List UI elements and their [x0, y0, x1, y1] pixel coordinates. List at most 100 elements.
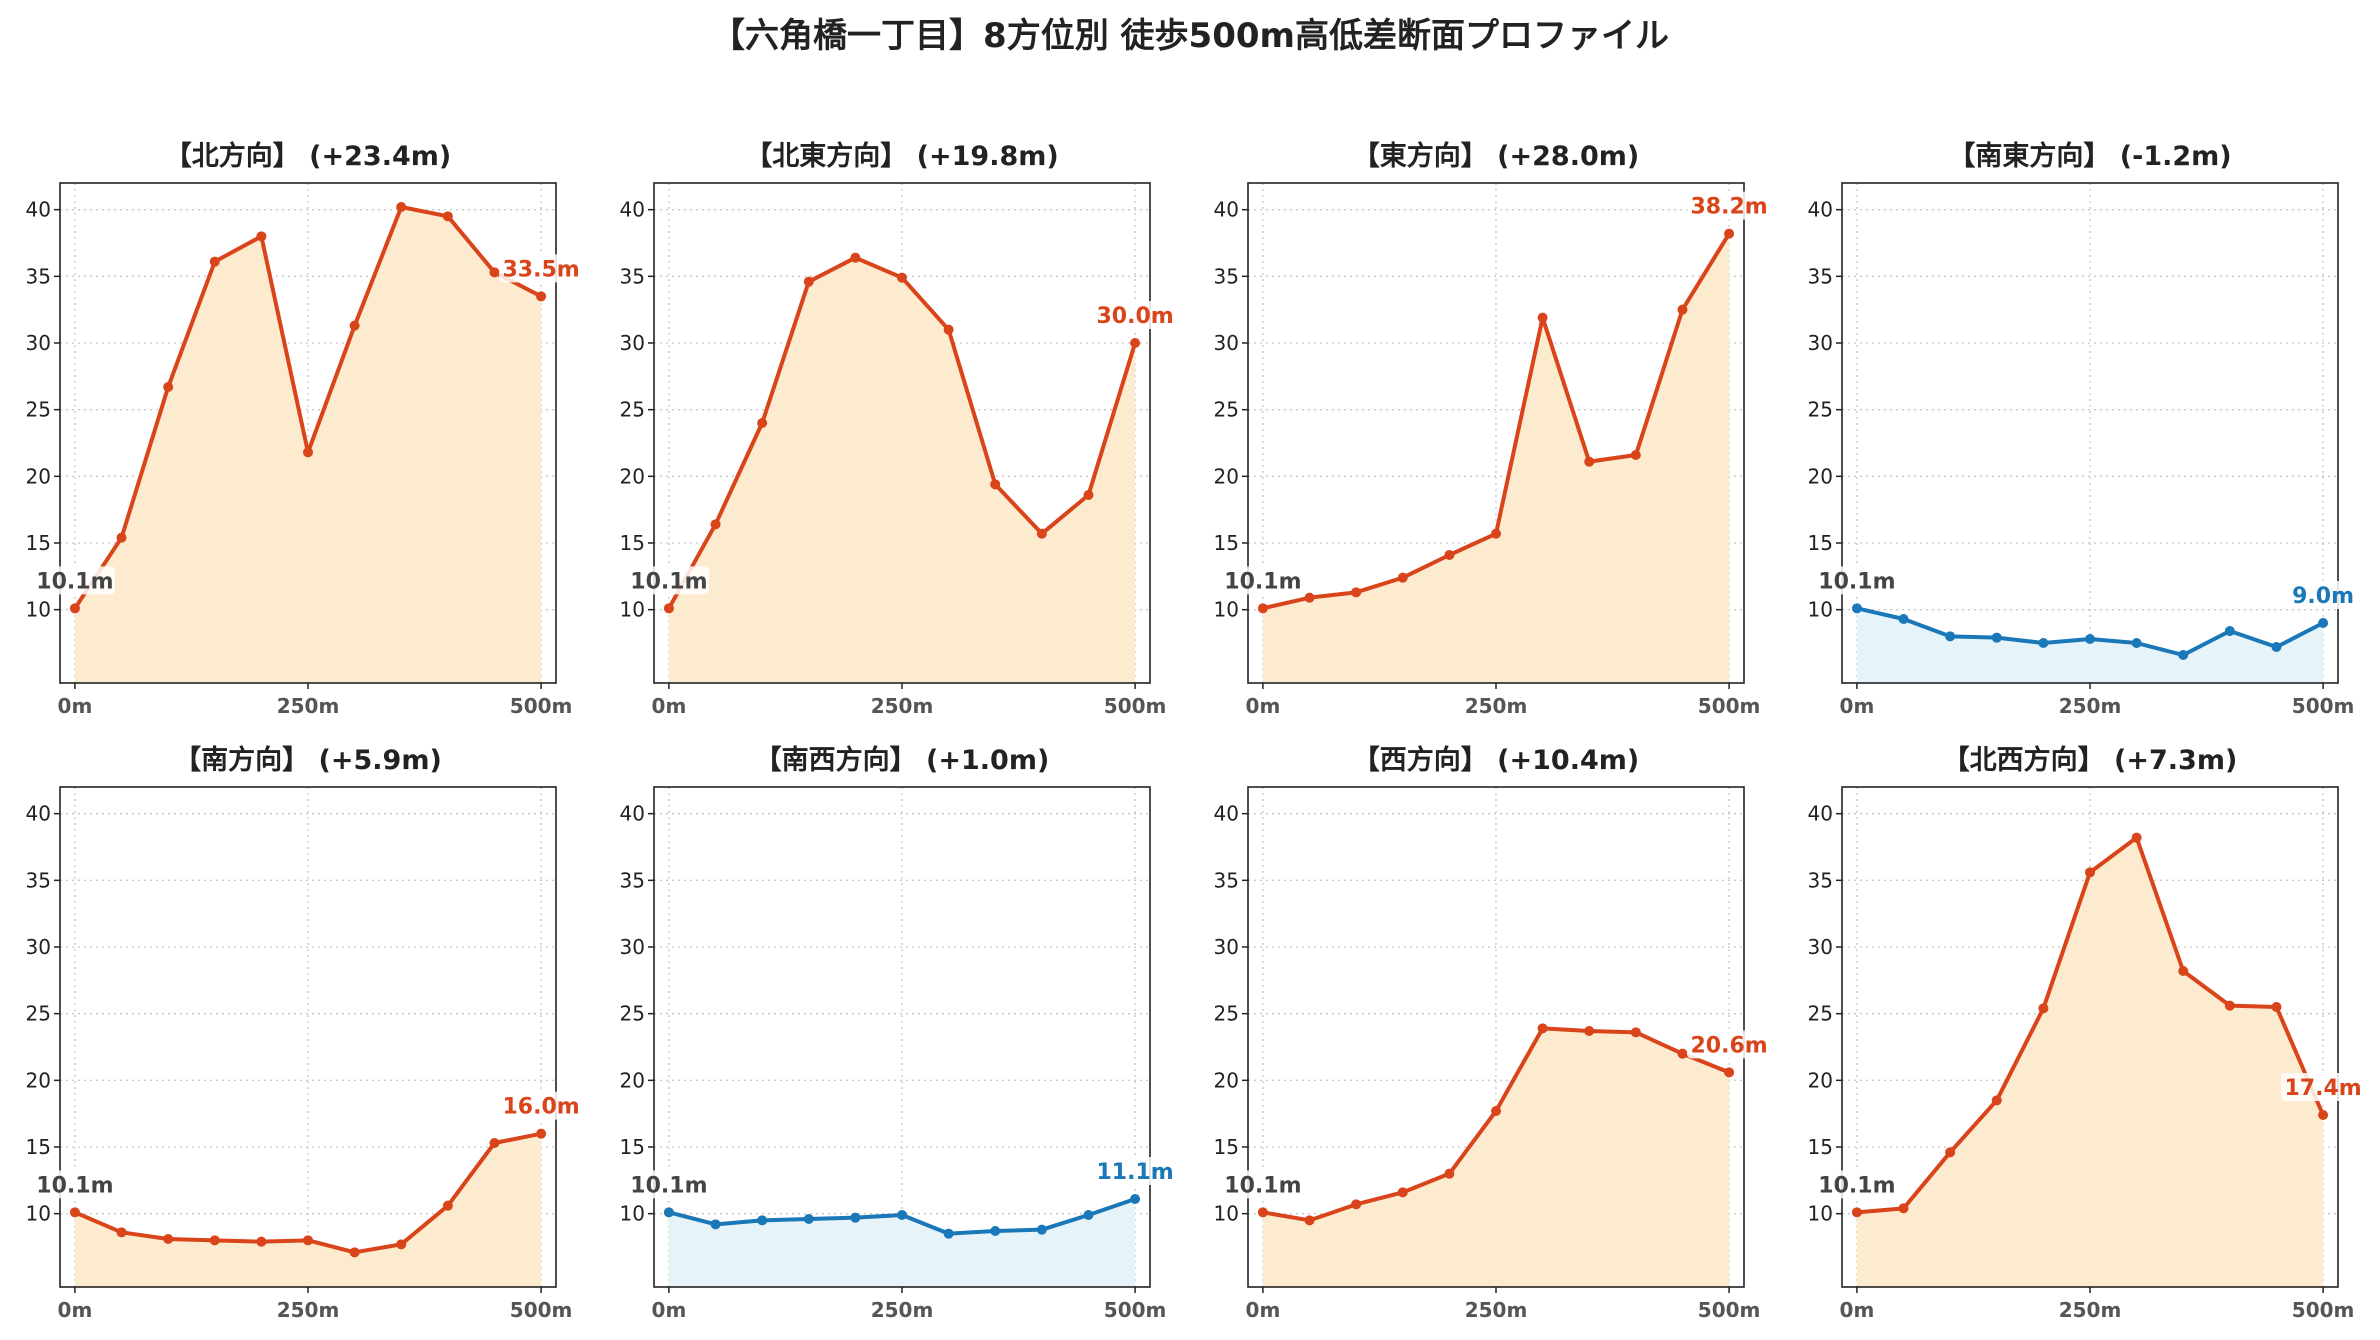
- data-point: [2271, 1002, 2282, 1012]
- data-point: [2178, 650, 2189, 660]
- data-point: [897, 1210, 907, 1220]
- x-tick-label: 0m: [58, 1298, 93, 1322]
- start-label-bg: [34, 566, 115, 595]
- data-point: [663, 1207, 674, 1218]
- data-point: [256, 231, 267, 242]
- x-tick-label: 250m: [277, 1298, 340, 1322]
- data-point: [1130, 1194, 1141, 1204]
- data-point: [990, 1226, 1001, 1236]
- data-point: [163, 1234, 174, 1244]
- panel-title: 【北方向】 (+23.4m): [165, 140, 451, 172]
- x-tick-label: 0m: [652, 1298, 687, 1322]
- y-tick-label: 25: [620, 398, 645, 422]
- end-label-bg: [2281, 1073, 2366, 1101]
- data-point: [349, 320, 360, 331]
- y-tick-label: 10: [1808, 598, 1833, 622]
- data-point: [303, 1235, 313, 1246]
- data-point: [2318, 618, 2329, 628]
- y-tick-label: 20: [620, 1068, 645, 1092]
- y-tick-label: 25: [620, 1002, 645, 1026]
- start-label: 10.1m: [630, 569, 707, 594]
- elevation-area: [1262, 233, 1730, 683]
- elevation-area: [1856, 837, 2324, 1287]
- data-point: [442, 1200, 453, 1211]
- y-tick-label: 30: [1214, 935, 1239, 959]
- x-tick-label: 250m: [871, 694, 934, 718]
- data-point: [116, 1227, 127, 1238]
- data-point: [1898, 614, 1909, 624]
- y-tick-label: 10: [1214, 598, 1239, 622]
- data-point: [897, 272, 907, 283]
- data-point: [442, 211, 453, 222]
- x-tick-label: 500m: [1698, 694, 1761, 718]
- data-point: [2085, 867, 2095, 878]
- x-tick-label: 500m: [510, 1298, 573, 1322]
- data-point: [2318, 1110, 2329, 1120]
- x-tick-label: 0m: [1840, 694, 1875, 718]
- start-label-bg: [628, 566, 709, 595]
- y-tick-label: 35: [1808, 264, 1833, 288]
- end-label-bg: [2281, 581, 2366, 609]
- end-label: 9.0m: [2292, 584, 2354, 609]
- data-point: [1491, 1106, 1501, 1116]
- start-label: 10.1m: [1818, 569, 1895, 594]
- profile-panel-2: 【東方向】 (+28.0m) 10 15 20 25 30 35 40 0m 250m 500m 10…: [1214, 140, 1772, 718]
- data-point: [1444, 550, 1455, 560]
- data-point: [1257, 1207, 1268, 1218]
- end-label-bg: [499, 1091, 584, 1120]
- profile-panel-1: 【北東方向】 (+19.8m) 10 15 20 25 30 35 40 0m 250m 500m 1…: [620, 140, 1178, 718]
- profile-panel-3: 【南東方向】 (-1.2m) 10 15 20 25 30 35 40 0m 250m 500m 10…: [1808, 140, 2366, 718]
- start-label-bg: [1816, 1170, 1897, 1199]
- end-label: 30.0m: [1096, 304, 1173, 329]
- x-tick-label: 250m: [2059, 694, 2122, 718]
- profile-panel-7: 【北西方向】 (+7.3m) 10 15 20 25 30 35 40 0m 250m 500m 10…: [1808, 744, 2366, 1322]
- data-point: [349, 1247, 360, 1258]
- data-point: [2224, 1000, 2235, 1011]
- y-tick-label: 40: [620, 802, 645, 826]
- data-point: [1083, 490, 1094, 500]
- y-tick-label: 25: [1808, 1002, 1833, 1026]
- y-tick-label: 30: [1808, 331, 1833, 355]
- data-point: [1945, 1147, 1956, 1158]
- y-tick-label: 35: [1214, 868, 1239, 892]
- data-point: [803, 1214, 814, 1224]
- x-tick-label: 0m: [1246, 1298, 1281, 1322]
- data-point: [803, 276, 814, 287]
- data-point: [1537, 312, 1548, 323]
- start-label-bg: [1222, 1170, 1303, 1199]
- x-tick-label: 250m: [277, 694, 340, 718]
- end-label-bg: [1687, 1030, 1772, 1059]
- y-tick-label: 30: [26, 331, 51, 355]
- data-point: [163, 382, 174, 392]
- y-tick-label: 10: [620, 1202, 645, 1226]
- panel-title: 【西方向】 (+10.4m): [1353, 744, 1639, 776]
- y-tick-label: 15: [620, 1135, 645, 1159]
- start-label: 10.1m: [36, 1173, 113, 1198]
- data-point: [1257, 603, 1268, 614]
- data-point: [1036, 528, 1047, 539]
- data-point: [1851, 1207, 1862, 1218]
- y-tick-label: 15: [26, 1135, 51, 1159]
- data-point: [757, 1215, 768, 1226]
- y-tick-label: 10: [620, 598, 645, 622]
- start-label: 10.1m: [1224, 1173, 1301, 1198]
- data-point: [1491, 528, 1501, 539]
- data-point: [1630, 450, 1641, 460]
- data-point: [943, 324, 954, 335]
- data-point: [1444, 1168, 1455, 1179]
- data-point: [1351, 587, 1362, 598]
- data-point: [2038, 638, 2049, 648]
- data-point: [710, 519, 721, 530]
- elevation-area: [1262, 1028, 1730, 1287]
- x-tick-label: 500m: [1104, 694, 1167, 718]
- y-tick-label: 25: [1808, 398, 1833, 422]
- data-point: [850, 252, 861, 263]
- y-tick-label: 25: [1214, 398, 1239, 422]
- end-label: 33.5m: [502, 257, 579, 282]
- data-point: [209, 256, 220, 267]
- panel-title: 【北西方向】 (+7.3m): [1943, 744, 2238, 776]
- data-point: [2131, 638, 2142, 648]
- end-label: 20.6m: [1690, 1033, 1767, 1058]
- data-point: [536, 291, 547, 302]
